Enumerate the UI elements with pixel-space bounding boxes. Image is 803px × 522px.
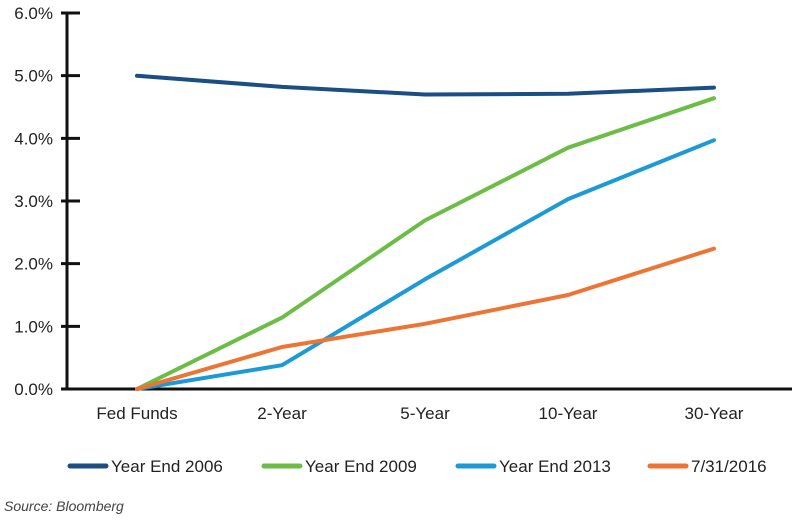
legend-label: Year End 2009 xyxy=(305,457,417,476)
series-group xyxy=(135,73,716,391)
y-tick-label: 0.0% xyxy=(14,380,53,399)
y-tick-label: 1.0% xyxy=(14,317,53,336)
x-tick-label: Fed Funds xyxy=(96,404,177,423)
y-tick-label: 4.0% xyxy=(14,129,53,148)
series-line-1 xyxy=(135,73,716,97)
x-tick-group: Fed Funds 2-Year 5-Year 10-Year 30-Year xyxy=(96,404,743,423)
x-tick-label: 10-Year xyxy=(539,404,598,423)
x-tick-label: 5-Year xyxy=(400,404,450,423)
source-note: Source: Bloomberg xyxy=(4,498,124,514)
y-tick-label: 5.0% xyxy=(14,67,53,86)
series-line-2 xyxy=(135,96,716,391)
y-tick-group: 0.0% 1.0% 2.0% 3.0% 4.0% 5.0% 6.0% xyxy=(14,4,80,399)
x-tick-label: 30-Year xyxy=(685,404,744,423)
legend: Year End 2006 Year End 2009 Year End 2013 7… xyxy=(67,457,767,476)
legend-label: 7/31/2016 xyxy=(691,457,767,476)
legend-label: Year End 2013 xyxy=(499,457,611,476)
y-tick-label: 2.0% xyxy=(14,255,53,274)
x-tick-label: 2-Year xyxy=(257,404,307,423)
y-tick-label: 6.0% xyxy=(14,4,53,23)
series-line-4 xyxy=(135,246,716,391)
y-tick-label: 3.0% xyxy=(14,192,53,211)
legend-label: Year End 2006 xyxy=(111,457,223,476)
series-line-3 xyxy=(135,138,716,391)
